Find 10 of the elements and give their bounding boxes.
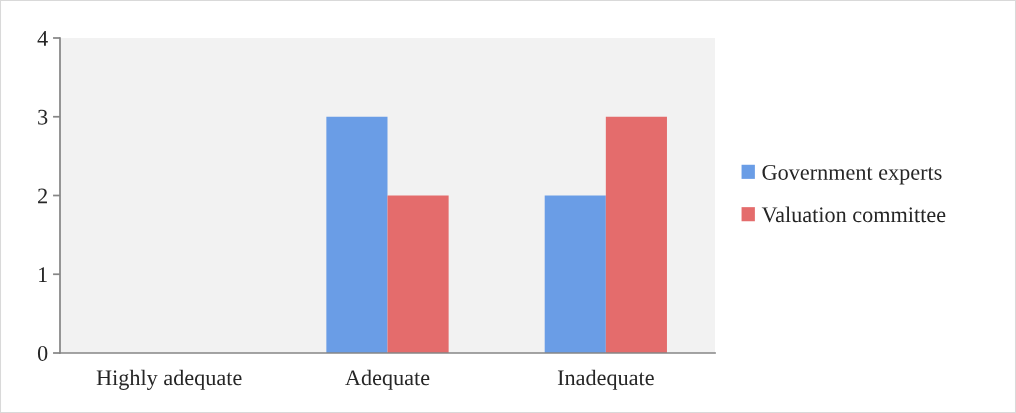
y-tick-label: 1 (39, 267, 47, 282)
y-tick-label: 2 (38, 188, 47, 204)
x-tick-label: Inadequate (557, 369, 654, 390)
x-tick-label: Highly adequate (96, 369, 242, 390)
y-tick-label: 0 (37, 345, 48, 361)
y-tick-label: 3 (38, 109, 48, 125)
legend-label: Government experts (762, 164, 942, 185)
x-tick-label: Adequate (345, 369, 430, 390)
legend-label: Valuation committee (761, 206, 946, 223)
y-tick-label: 4 (37, 31, 48, 46)
